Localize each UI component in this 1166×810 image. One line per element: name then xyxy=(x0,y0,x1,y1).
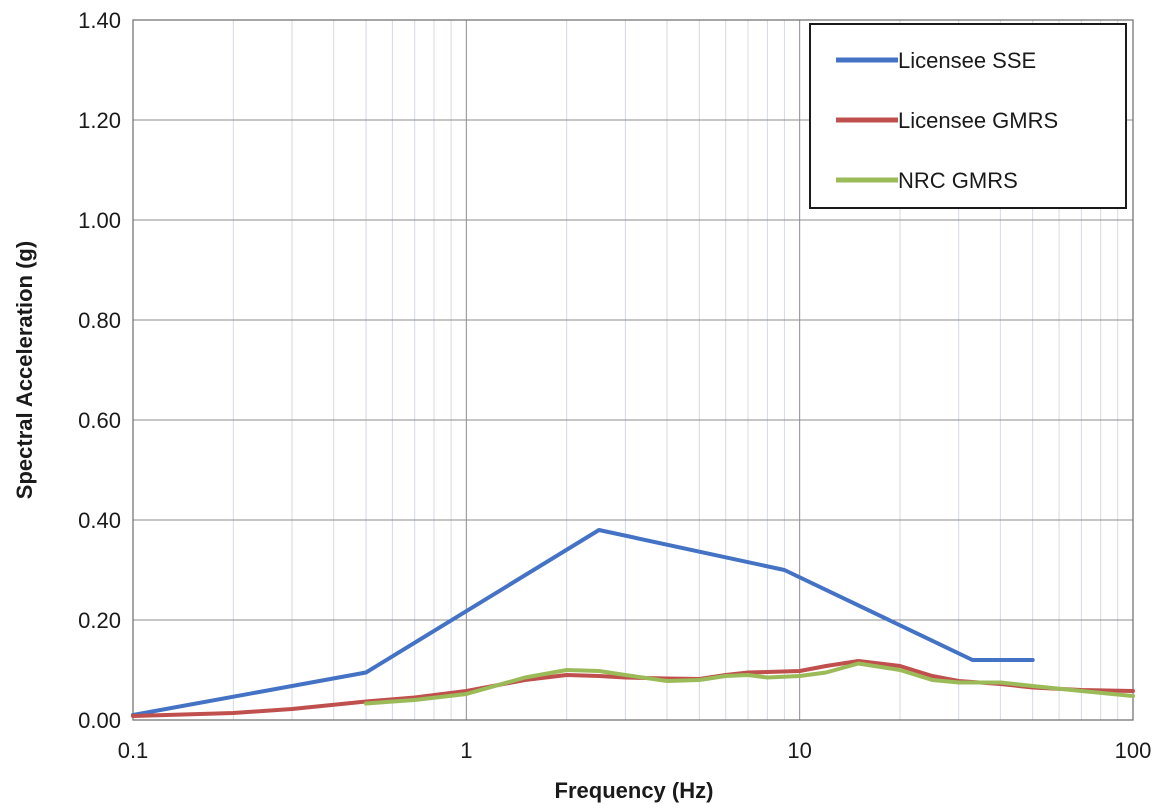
x-tick-label: 1 xyxy=(460,738,472,763)
plot-area-frame xyxy=(132,19,1134,721)
x-tick-label: 0.1 xyxy=(118,738,149,763)
series-line-licensee-sse xyxy=(131,528,1035,717)
legend-box xyxy=(809,23,1127,209)
series-line-nrc-gmrs xyxy=(364,661,1135,706)
x-tick-label: 10 xyxy=(787,738,811,763)
y-axis-title: Spectral Acceleration (g) xyxy=(12,241,37,499)
legend-label-nrc-gmrs: NRC GMRS xyxy=(898,168,1018,193)
y-tick-label: 0.60 xyxy=(78,408,121,433)
x-axis-tick-labels: 0.1 1 10 100 xyxy=(118,738,1152,763)
y-tick-label: 1.40 xyxy=(78,8,121,33)
y-tick-label: 0.00 xyxy=(78,708,121,733)
y-tick-label: 0.20 xyxy=(78,608,121,633)
x-tick-label: 100 xyxy=(1115,738,1152,763)
y-tick-label: 1.20 xyxy=(78,108,121,133)
y-tick-label: 0.80 xyxy=(78,308,121,333)
legend-label-licensee-sse: Licensee SSE xyxy=(898,48,1036,73)
series-lines xyxy=(131,528,1135,718)
y-tick-label: 1.00 xyxy=(78,208,121,233)
y-tick-label: 0.40 xyxy=(78,508,121,533)
legend: Licensee SSE Licensee GMRS NRC GMRS xyxy=(809,23,1127,209)
x-axis-title: Frequency (Hz) xyxy=(555,778,714,803)
legend-label-licensee-gmrs: Licensee GMRS xyxy=(898,108,1058,133)
y-axis-tick-labels: 0.00 0.20 0.40 0.60 0.80 1.00 1.20 1.40 xyxy=(78,8,121,733)
